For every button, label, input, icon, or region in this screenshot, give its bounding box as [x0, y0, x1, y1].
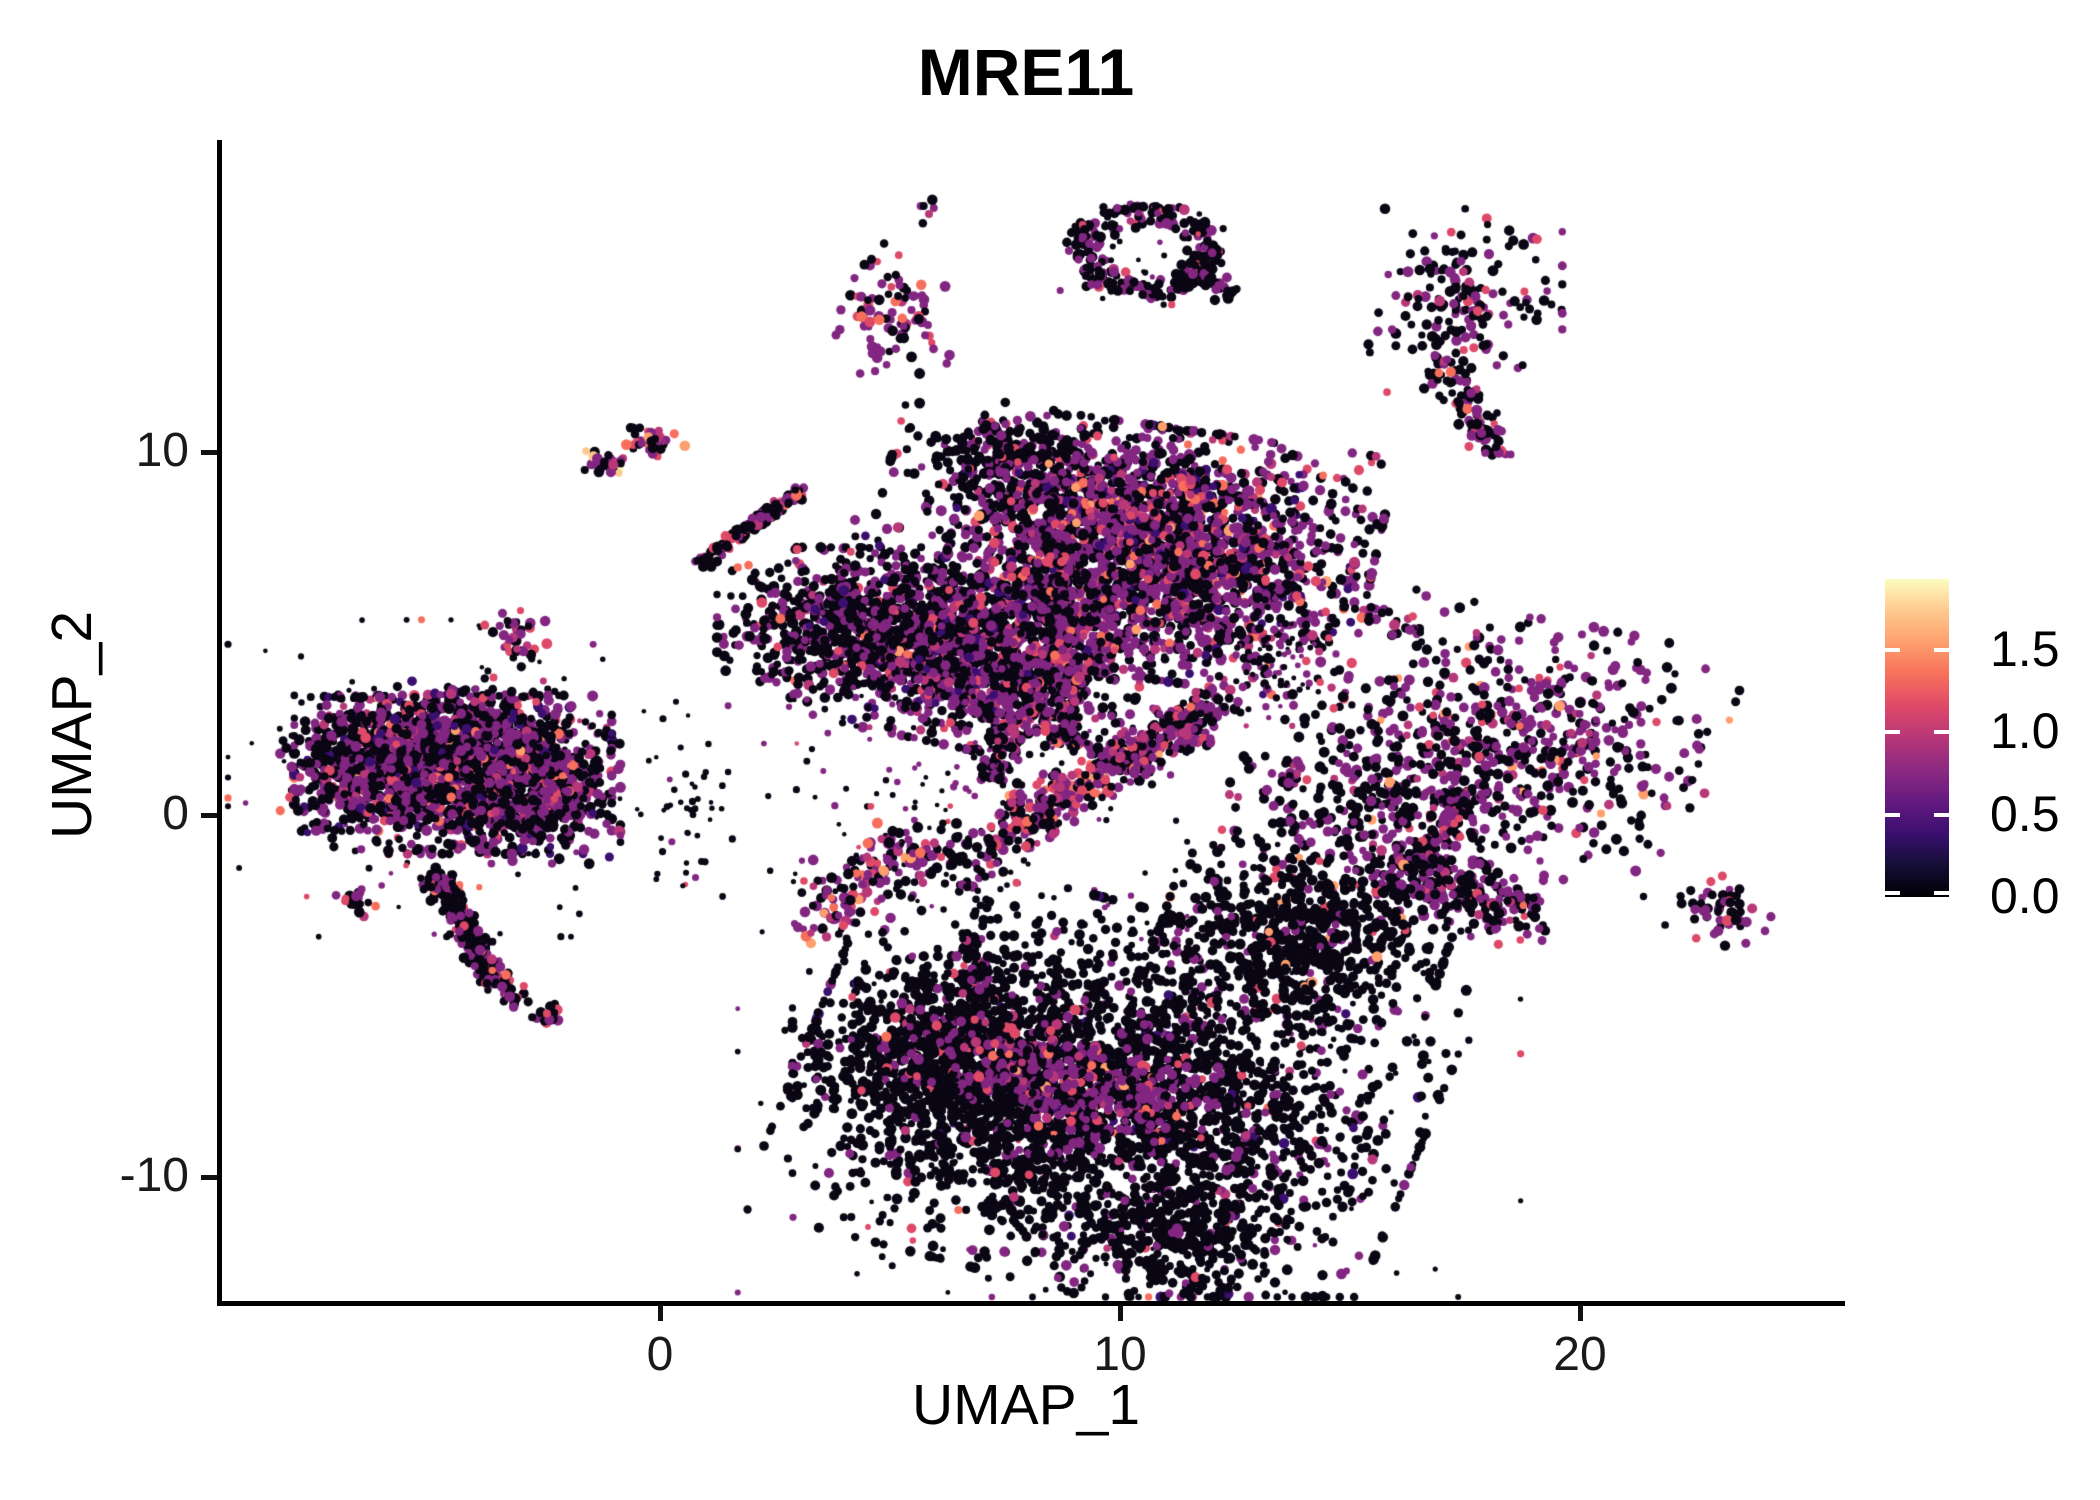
- x-axis-title: UMAP_1: [911, 1373, 1141, 1437]
- colorbar-tick-mark: [1885, 730, 1900, 735]
- y-tick-label: 10: [135, 424, 189, 477]
- y-axis-title: UMAP_2: [40, 610, 104, 840]
- y-axis-line: [217, 140, 222, 1303]
- colorbar-tick-mark: [1934, 812, 1949, 817]
- y-tick-label: -10: [119, 1149, 189, 1202]
- x-tick-mark: [1118, 1305, 1123, 1321]
- colorbar-tick-mark: [1885, 647, 1900, 652]
- colorbar-tick-label: 1.0: [1990, 703, 2060, 760]
- expression-colorbar: [1885, 579, 1949, 897]
- x-tick-mark: [1578, 1305, 1583, 1321]
- colorbar-tick-mark: [1885, 891, 1900, 895]
- colorbar-tick-mark: [1934, 891, 1949, 895]
- y-tick-mark: [201, 1175, 217, 1180]
- colorbar-tick-label: 0.5: [1990, 785, 2060, 842]
- x-tick-label: 10: [1093, 1328, 1147, 1381]
- x-tick-label: 20: [1553, 1328, 1607, 1381]
- y-tick-mark: [201, 812, 217, 818]
- colorbar-tick-label: 0.0: [1990, 868, 2060, 924]
- y-tick-label: 0: [162, 786, 189, 840]
- x-axis-line: [217, 1301, 1845, 1306]
- colorbar-tick-mark: [1934, 730, 1949, 735]
- colorbar-tick-label: 1.5: [1990, 620, 2060, 677]
- x-tick-mark: [658, 1305, 663, 1321]
- colorbar-tick-mark: [1934, 647, 1949, 652]
- x-tick-label: 0: [646, 1328, 674, 1381]
- plot-title: MRE11: [917, 35, 1135, 109]
- colorbar-tick-mark: [1885, 812, 1900, 817]
- y-tick-mark: [201, 450, 217, 455]
